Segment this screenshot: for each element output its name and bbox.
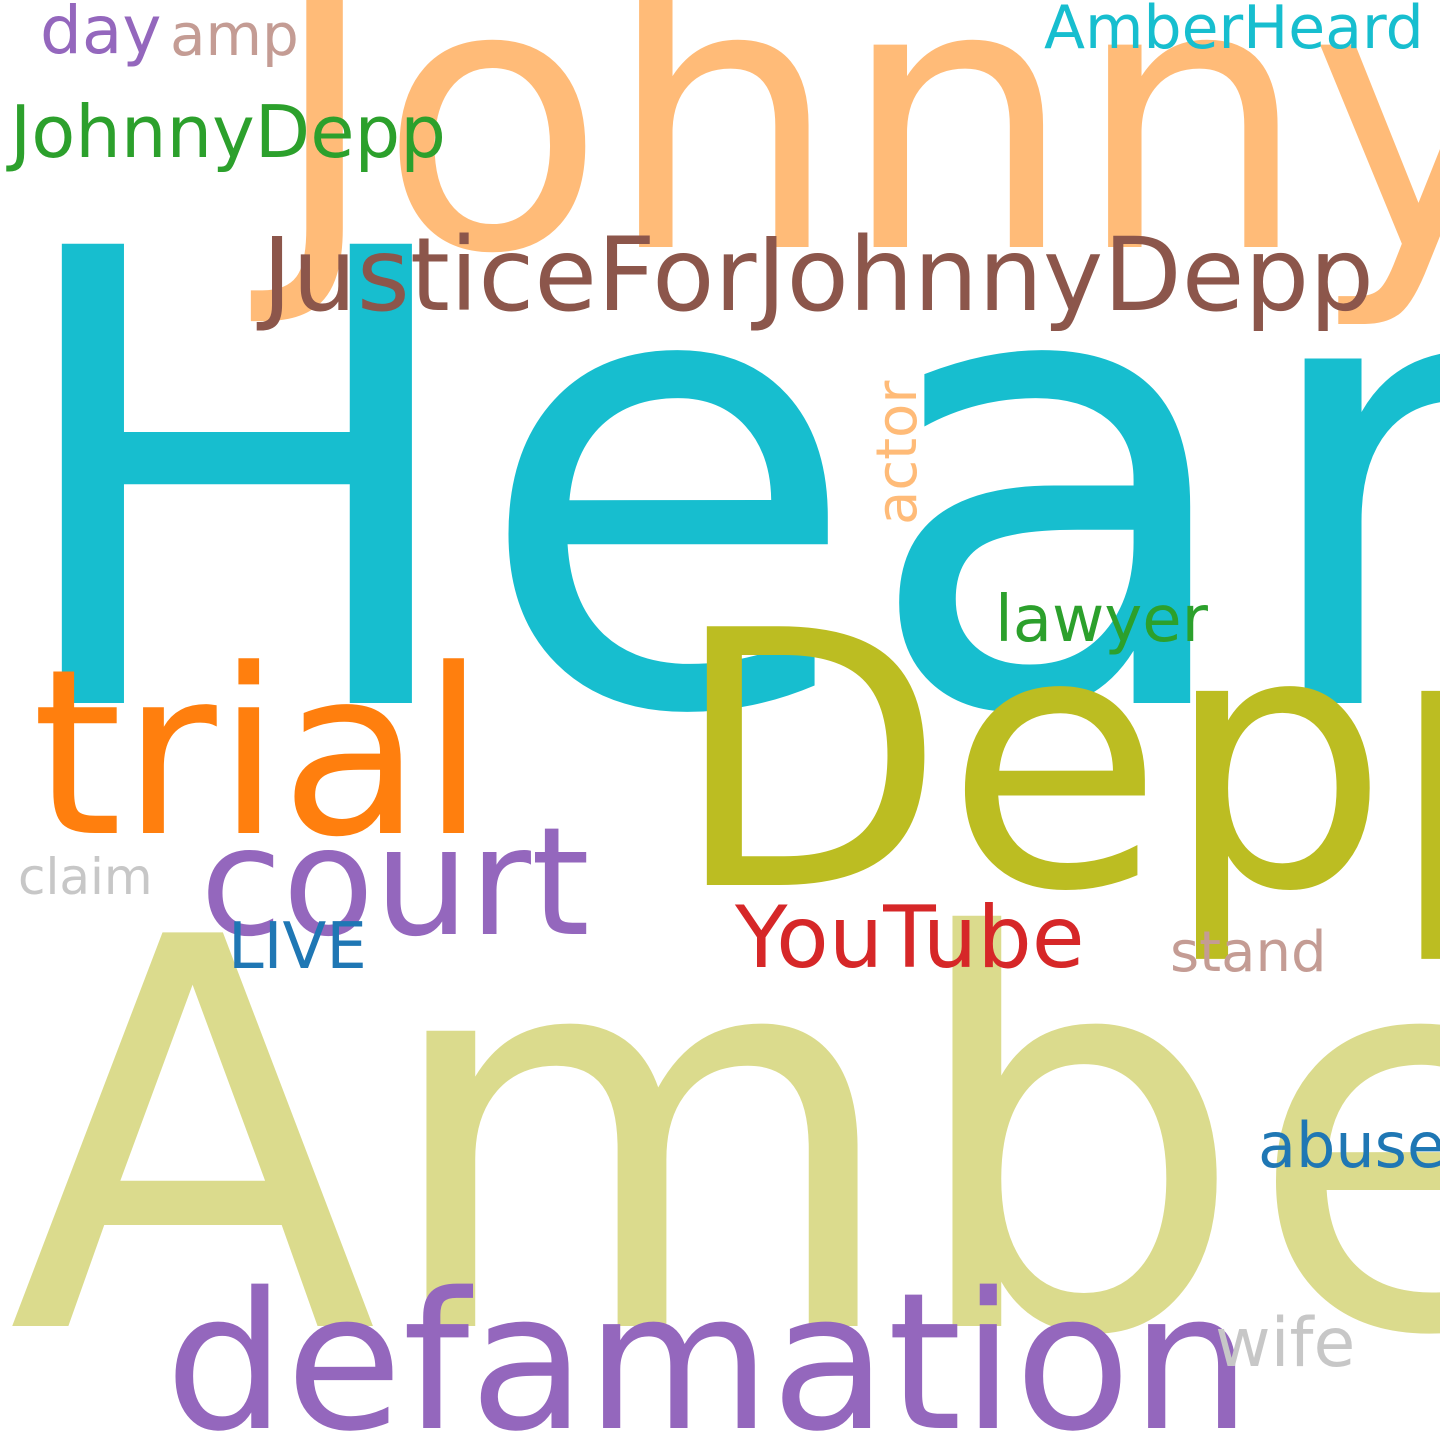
word-trial: trial <box>32 621 486 888</box>
word-abuse: abuse <box>1258 1109 1440 1182</box>
word-johnnydepp: JohnnyDepp <box>10 90 446 174</box>
word-amber: Amber <box>8 826 1440 1440</box>
word-amp: amp <box>170 1 299 69</box>
word-live: LIVE <box>228 910 367 984</box>
word-claim: claim <box>18 848 153 906</box>
word-defamation: defamation <box>165 1252 1252 1440</box>
word-johnny: Johnny <box>270 0 1440 335</box>
word-stand: stand <box>1170 920 1327 985</box>
word-justice-for-johnny-depp: JusticeForJohnnyDepp <box>262 216 1374 335</box>
word-day: day <box>40 0 162 69</box>
word-court: court <box>200 796 590 970</box>
word-wife: wife <box>1215 1304 1356 1383</box>
word-amberheard: AmberHeard <box>1044 0 1424 63</box>
word-heard: Heard <box>0 118 1440 852</box>
word-depp: Depp <box>672 555 1440 969</box>
word-youtube: YouTube <box>735 888 1085 988</box>
word-actor: actor <box>865 380 930 525</box>
word-lawyer: lawyer <box>995 583 1208 657</box>
